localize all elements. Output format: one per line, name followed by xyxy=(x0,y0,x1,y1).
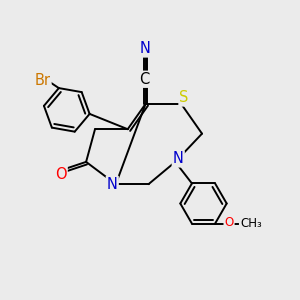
Text: C: C xyxy=(139,72,149,87)
Text: N: N xyxy=(107,177,118,192)
Text: N: N xyxy=(173,152,184,166)
Text: O: O xyxy=(224,217,234,230)
Text: O: O xyxy=(55,167,67,182)
Text: S: S xyxy=(179,91,189,106)
Text: N: N xyxy=(140,41,151,56)
Text: CH₃: CH₃ xyxy=(240,217,262,230)
Text: Br: Br xyxy=(34,73,50,88)
